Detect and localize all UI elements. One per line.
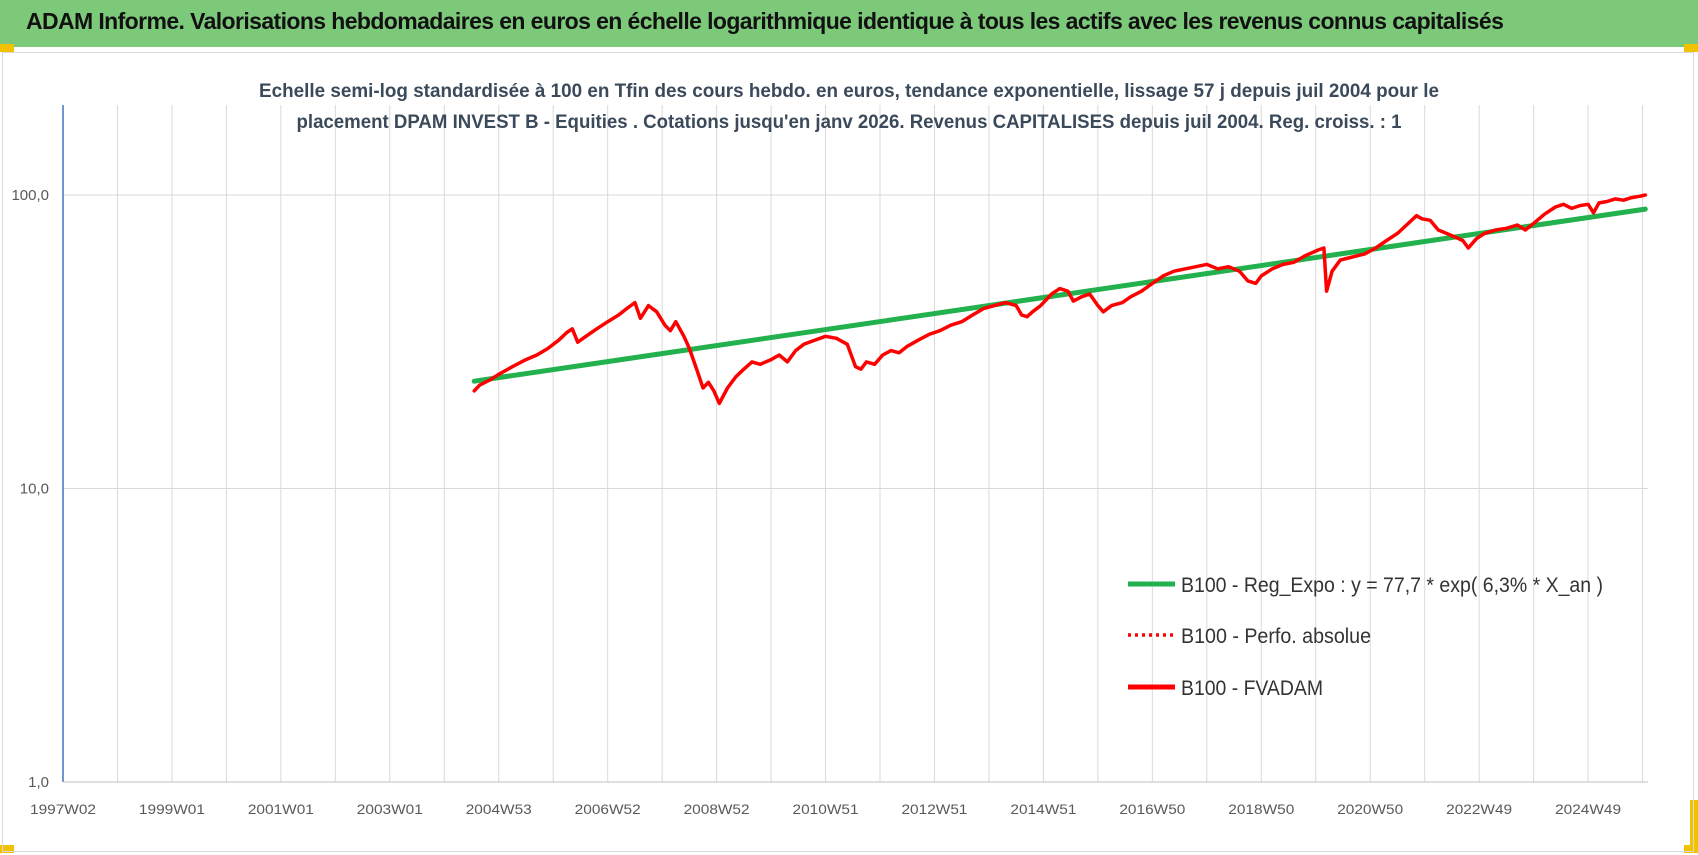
y-tick-label: 10,0	[20, 481, 49, 498]
legend-label-fvadam: B100 - FVADAM	[1181, 677, 1323, 700]
chart-title-line-1: Echelle semi-log standardisée à 100 en T…	[259, 81, 1439, 102]
x-tick-label: 2022W49	[1446, 801, 1512, 817]
x-tick-label: 1999W01	[139, 801, 205, 817]
series-line-reg-expo	[471, 206, 1648, 384]
y-tick-label: 100,0	[11, 187, 49, 204]
grid	[62, 105, 1648, 783]
x-tick-label: 2006W52	[575, 801, 641, 817]
x-tick-label: 2020W50	[1337, 801, 1403, 817]
chart-frame	[2, 52, 1694, 852]
corner-mark-bottom-right	[1684, 845, 1698, 853]
x-tick-label: 2012W51	[901, 801, 967, 817]
x-tick-label: 2004W53	[466, 801, 532, 817]
x-tick-label: 2018W50	[1228, 801, 1294, 817]
x-tick-label: 2003W01	[357, 801, 423, 817]
x-tick-label: 2016W50	[1119, 801, 1185, 817]
x-tick-label: 2014W51	[1010, 801, 1076, 817]
x-tick-label: 2008W52	[684, 801, 750, 817]
y-tick-label: 1,0	[28, 774, 49, 791]
x-tick-label: 2001W01	[248, 801, 314, 817]
x-tick-labels: 1997W02 1999W01 2001W01 2003W01 2004W53 2006W…	[30, 801, 1621, 817]
legend: B100 - Reg_Expo : y = 77,7 * exp( 6,3% *…	[1128, 574, 1603, 700]
series-line-fvadam	[472, 193, 1648, 406]
corner-mark-right-edge	[1690, 800, 1698, 848]
chart-title-line-2: placement DPAM INVEST B - Equities . Cot…	[297, 112, 1402, 133]
corner-mark-top-left	[0, 44, 14, 52]
banner-title: ADAM Informe. Valorisations hebdomadaire…	[26, 8, 1504, 34]
legend-label-perfo-absolue: B100 - Perfo. absolue	[1181, 625, 1371, 648]
series	[471, 193, 1648, 406]
y-tick-labels: 100,0 10,0 1,0	[11, 187, 49, 791]
legend-label-reg-expo: B100 - Reg_Expo : y = 77,7 * exp( 6,3% *…	[1181, 574, 1603, 597]
x-tick-label: 2024W49	[1555, 801, 1621, 817]
x-tick-label: 1997W02	[30, 801, 96, 817]
title-banner: ADAM Informe. Valorisations hebdomadaire…	[0, 0, 1698, 47]
x-tick-label: 2010W51	[793, 801, 859, 817]
corner-mark-top-right	[1684, 44, 1698, 52]
corner-mark-bottom-left	[0, 845, 14, 853]
